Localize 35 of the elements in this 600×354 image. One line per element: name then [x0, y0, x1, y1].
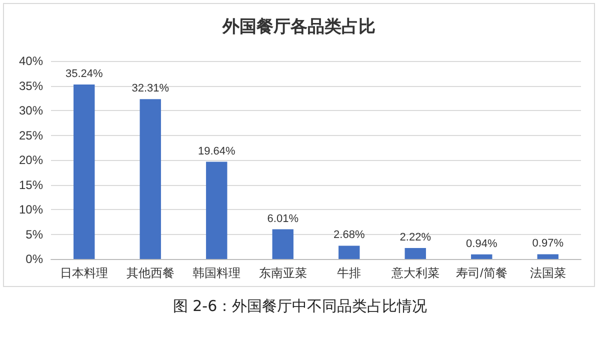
y-tick-label: 15% [18, 178, 44, 192]
data-label: 2.68% [334, 229, 365, 242]
x-tick-label: 其他西餐 [126, 266, 174, 280]
chart-title: 外国餐厅各品类占比 [222, 17, 376, 36]
y-tick-label: 25% [18, 128, 44, 142]
y-tick-label: 40% [18, 54, 44, 68]
data-label: 19.64% [198, 145, 236, 158]
bar [338, 246, 360, 259]
y-tick-label: 20% [18, 153, 44, 167]
caption: 图 2-6：外国餐厅中不同品类占比情况 [172, 296, 428, 317]
bar [272, 229, 294, 259]
data-label: 2.22% [400, 232, 432, 244]
y-tick-label: 35% [18, 78, 44, 93]
x-tick-label: 日本料理 [60, 266, 108, 280]
x-tick-label: 牛排 [337, 266, 362, 280]
bar [74, 84, 95, 259]
bar [471, 254, 492, 259]
data-label: 0.97% [532, 238, 564, 250]
y-tick-label: 30% [18, 104, 44, 118]
x-tick-label: 东南亚菜 [258, 266, 307, 280]
bar [537, 254, 558, 259]
data-label: 6.01% [267, 212, 299, 225]
x-tick-label: 韩国料理 [192, 266, 241, 280]
bar [404, 248, 426, 259]
data-label: 32.31% [132, 82, 170, 95]
y-tick-label: 0% [26, 252, 44, 266]
data-label: 35.24% [65, 68, 103, 80]
y-tick-label: 5% [26, 227, 44, 242]
x-tick-label: 意大利菜 [390, 266, 440, 280]
data-label: 0.94% [466, 238, 498, 250]
bar [140, 99, 161, 259]
y-tick-label: 10% [18, 202, 44, 216]
x-tick-label: 寿司/简餐 [456, 266, 508, 280]
bar [206, 162, 228, 259]
x-tick-label: 法国菜 [530, 266, 566, 280]
